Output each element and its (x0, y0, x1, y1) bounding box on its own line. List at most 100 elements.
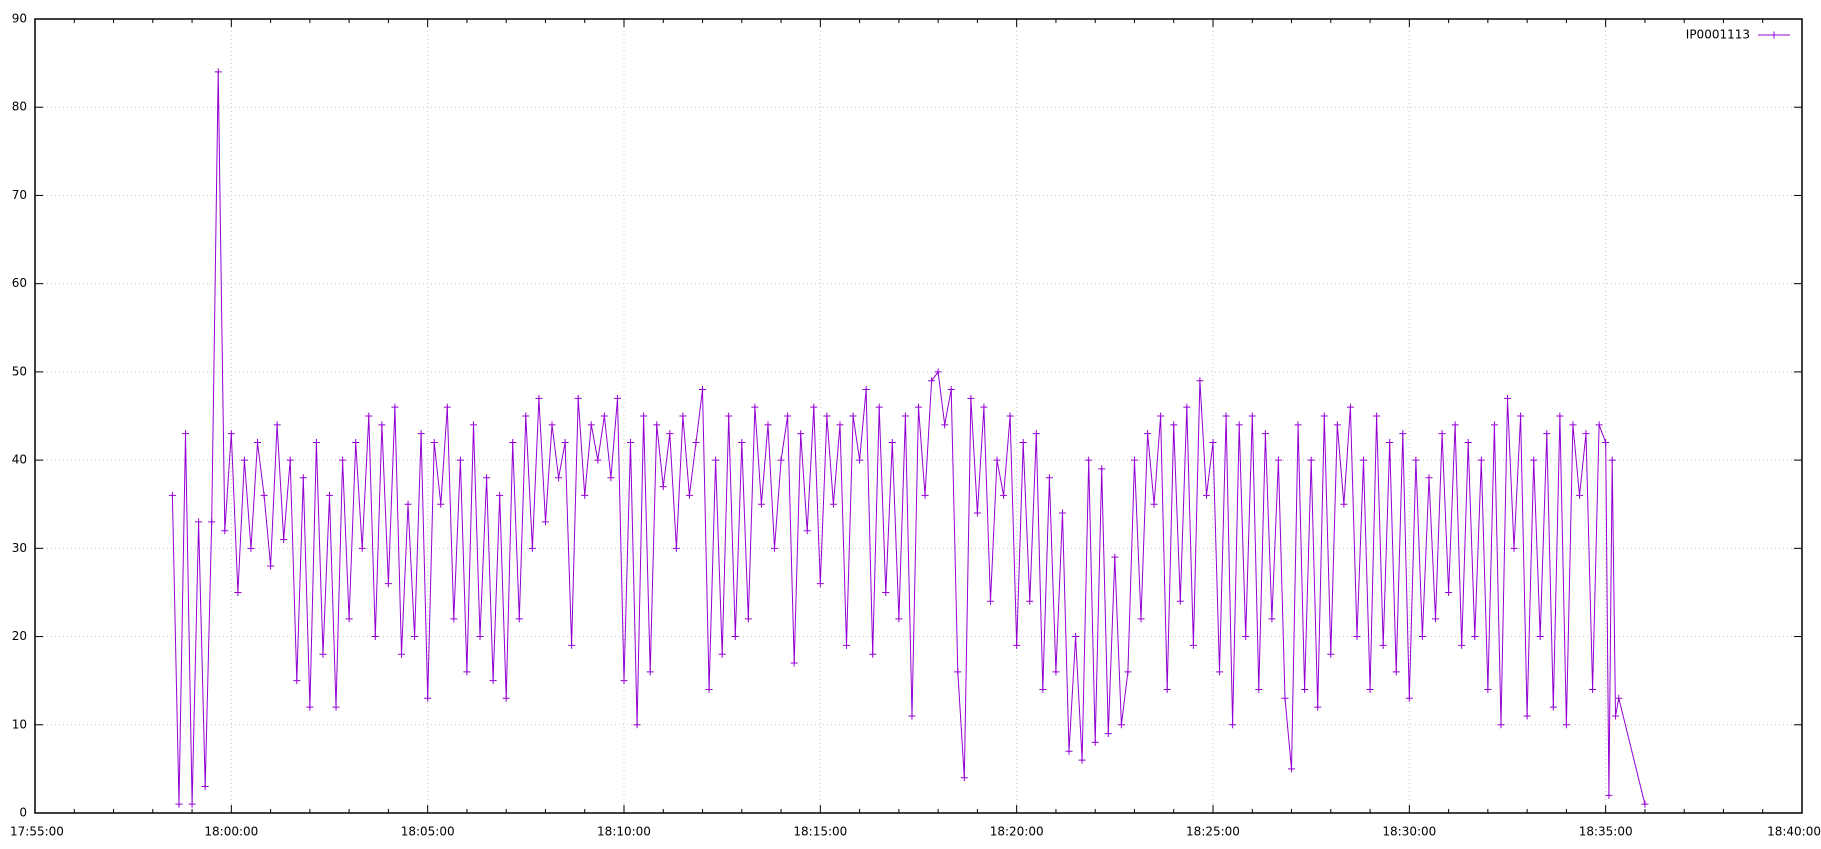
data-point (980, 403, 988, 411)
data-point (221, 527, 229, 535)
data-point (260, 491, 268, 499)
data-point (862, 386, 870, 394)
data-point (1536, 633, 1544, 641)
data-point (208, 518, 216, 526)
y-tick-label: 50 (12, 364, 27, 378)
data-point (705, 685, 713, 693)
data-point (1104, 730, 1112, 738)
data-point (1058, 509, 1066, 517)
data-point (882, 588, 890, 596)
data-point (1425, 474, 1433, 482)
data-point (240, 456, 248, 464)
y-tick-label: 80 (12, 100, 27, 114)
x-tick-label: 18:35:00 (1579, 825, 1633, 839)
data-point (666, 430, 674, 438)
data-point (659, 483, 667, 491)
data-point (548, 421, 556, 429)
data-point (1209, 438, 1217, 446)
data-point (620, 677, 628, 685)
data-point (947, 386, 955, 394)
data-point (1510, 544, 1518, 552)
data-point (960, 774, 968, 782)
data-point (358, 544, 366, 552)
data-point (1346, 403, 1354, 411)
y-tick-label: 90 (12, 12, 27, 26)
y-tick-label: 40 (12, 453, 27, 467)
data-point (888, 438, 896, 446)
data-point (1575, 491, 1583, 499)
data-point (365, 412, 373, 420)
data-point (1248, 412, 1256, 420)
data-point (378, 421, 386, 429)
data-point (568, 641, 576, 649)
data-point (1144, 430, 1152, 438)
data-point (1582, 430, 1590, 438)
data-point (397, 650, 405, 658)
data-point (214, 68, 222, 76)
data-point (1045, 474, 1053, 482)
data-point (986, 597, 994, 605)
data-point (1327, 650, 1335, 658)
data-point (803, 527, 811, 535)
data-point (450, 615, 458, 623)
x-tick-label: 18:25:00 (1186, 825, 1240, 839)
y-tick-label: 60 (12, 276, 27, 290)
data-point (515, 615, 523, 623)
data-point (1445, 588, 1453, 596)
data-point (332, 703, 340, 711)
data-point (1229, 721, 1237, 729)
data-point (1569, 421, 1577, 429)
data-point (646, 668, 654, 676)
y-tick-label: 10 (12, 717, 27, 731)
data-point (594, 456, 602, 464)
data-point (973, 509, 981, 517)
data-point (195, 518, 203, 526)
data-point (345, 615, 353, 623)
data-point (411, 633, 419, 641)
data-point (1150, 500, 1158, 508)
data-point (555, 474, 563, 482)
data-point (600, 412, 608, 420)
data-point (1013, 641, 1021, 649)
data-point (1379, 641, 1387, 649)
data-point (954, 668, 962, 676)
data-point (751, 403, 759, 411)
data-point (731, 633, 739, 641)
data-point (1117, 721, 1125, 729)
data-point (1130, 456, 1138, 464)
x-tick-label: 17:55:00 (10, 825, 64, 839)
data-point (1589, 685, 1597, 693)
data-point (1098, 465, 1106, 473)
data-point (934, 368, 942, 376)
data-point (1340, 500, 1348, 508)
data-point (1373, 412, 1381, 420)
x-tick-label: 18:10:00 (597, 825, 651, 839)
data-point (319, 650, 327, 658)
data-point (1163, 685, 1171, 693)
data-point (640, 412, 648, 420)
data-point (928, 377, 936, 385)
data-point (1399, 430, 1407, 438)
y-tick-label: 30 (12, 541, 27, 555)
data-point (816, 580, 824, 588)
data-point (456, 456, 464, 464)
data-point (437, 500, 445, 508)
x-tick-label: 18:15:00 (793, 825, 847, 839)
data-point (384, 580, 392, 588)
data-point (1314, 703, 1322, 711)
data-point (1464, 438, 1472, 446)
data-point (1611, 712, 1619, 720)
data-point (587, 421, 595, 429)
data-point (234, 588, 242, 596)
data-point (633, 721, 641, 729)
y-tick-label: 0 (19, 806, 27, 820)
data-point (1438, 430, 1446, 438)
data-point (613, 394, 621, 402)
data-point (1157, 412, 1165, 420)
data-point (908, 712, 916, 720)
data-point (463, 668, 471, 676)
data-point (672, 544, 680, 552)
data-point (1484, 685, 1492, 693)
